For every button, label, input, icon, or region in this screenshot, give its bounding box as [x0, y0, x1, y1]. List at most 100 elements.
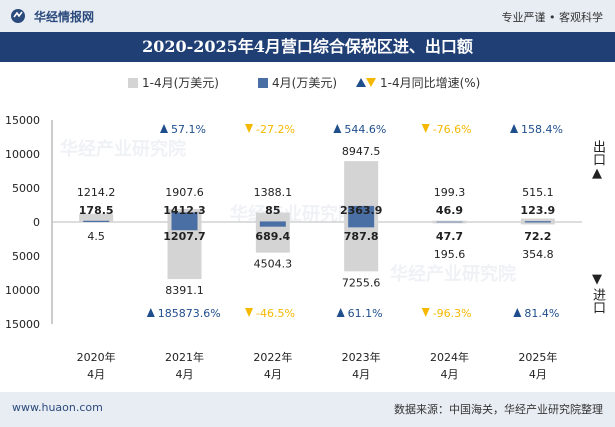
bar-cumulative-import [255, 222, 290, 253]
data-label-monthly-export: 178.5 [79, 204, 114, 217]
legend-label-cumulative: 1-4月(万美元) [142, 76, 219, 90]
yoy-import-triangle-icon [336, 308, 345, 317]
footer-source: 数据来源：中国海关，华经产业研究院整理 [394, 403, 603, 416]
tagline: 专业严谨 • 客观科学 [501, 11, 603, 24]
import-arrow-icon: ▼ [592, 272, 602, 287]
legend-item-yoy: 1-4月同比增速(%) [356, 74, 480, 91]
data-label-monthly-export: 46.9 [436, 204, 463, 217]
chart-title: 2020-2025年4月营口综合保税区进、出口额 [142, 37, 473, 56]
data-label-cumulative-import: 354.8 [522, 248, 554, 261]
legend-up-triangle-icon [356, 78, 366, 87]
data-label-monthly-import: 689.4 [255, 230, 290, 243]
yoy-export-triangle-icon [245, 124, 254, 133]
data-label-monthly-import: 1207.7 [163, 230, 205, 243]
bar-cumulative-export [255, 212, 290, 222]
data-label-monthly-export: 85 [265, 204, 280, 217]
x-tick-label-year: 2025年 [518, 350, 557, 364]
bar-cumulative-export [520, 218, 555, 222]
bar-cumulative-export [432, 220, 467, 222]
y-tick-label: 5000 [12, 182, 40, 195]
bar-cumulative-import [344, 222, 379, 272]
yoy-import-label: 185873.6% [158, 307, 221, 320]
data-label-cumulative-export: 1907.6 [165, 186, 204, 199]
bar-cumulative-export [79, 213, 114, 222]
watermark-3: 华经产业研究院 [390, 264, 516, 285]
footer-band [0, 392, 615, 427]
x-tick-label-month: 4月 [352, 368, 370, 381]
yoy-import-label: -96.3% [433, 307, 472, 320]
x-tick-label-year: 2020年 [77, 350, 116, 364]
export-side-label: 出口 ▲ [589, 140, 605, 182]
import-label-text: 进口 [590, 288, 605, 314]
data-label-cumulative-export: 199.3 [434, 186, 466, 199]
yoy-import-triangle-icon [146, 308, 155, 317]
bar-monthly-import [259, 222, 286, 227]
data-label-monthly-import: 787.8 [344, 230, 379, 243]
data-label-cumulative-export: 1388.1 [254, 186, 293, 199]
bar-monthly-export [83, 220, 110, 222]
bar-cumulative-import [520, 222, 555, 225]
data-label-cumulative-export: 8947.5 [342, 145, 381, 158]
brand-name: 华经情报网 [34, 10, 95, 24]
bar-cumulative-import [432, 222, 467, 224]
footer-website: www.huaon.com [12, 401, 103, 414]
data-label-monthly-export: 2363.9 [340, 204, 382, 217]
data-label-cumulative-export: 515.1 [522, 186, 554, 199]
data-label-cumulative-import: 4.5 [87, 230, 105, 243]
legend-down-triangle-icon [366, 78, 376, 87]
data-label-monthly-import: 47.7 [436, 230, 463, 243]
yoy-export-triangle-icon [510, 124, 519, 133]
x-tick-label-month: 4月 [441, 368, 459, 381]
export-label-text: 出口 [590, 140, 605, 166]
yoy-import-triangle-icon [513, 308, 522, 317]
bar-monthly-export [524, 221, 551, 222]
top-bar: 华经情报网 专业严谨 • 客观科学 [0, 0, 615, 32]
bar-monthly-export [348, 205, 375, 222]
y-tick-label: 15000 [5, 114, 40, 127]
x-tick-label-year: 2021年 [165, 350, 204, 364]
x-tick-label-month: 4月 [529, 368, 547, 381]
watermark-1: 华经产业研究院 [60, 139, 186, 160]
data-label-cumulative-import: 4504.3 [254, 258, 293, 271]
yoy-export-label: 544.6% [344, 123, 386, 136]
title-band: 2020-2025年4月营口综合保税区进、出口额 [0, 32, 615, 62]
legend-item-cumulative: 1-4月(万美元) [128, 74, 219, 91]
bar-cumulative-import [167, 222, 202, 280]
yoy-import-label: 81.4% [524, 307, 559, 320]
yoy-export-triangle-icon [421, 124, 430, 133]
yoy-import-triangle-icon [421, 308, 430, 317]
y-tick-label: 10000 [5, 148, 40, 161]
legend-swatch-monthly [258, 78, 268, 88]
data-label-monthly-export: 1412.3 [163, 204, 205, 217]
y-tick-label: 0 [33, 216, 40, 229]
legend: 1-4月(万美元) 4月(万美元) 1-4月同比增速(%) [0, 74, 615, 92]
yoy-export-label: -76.6% [433, 123, 472, 136]
yoy-export-label: 57.1% [171, 123, 206, 136]
y-tick-label: 15000 [5, 318, 40, 331]
yoy-export-label: -27.2% [256, 123, 295, 136]
x-tick-label-year: 2023年 [342, 350, 381, 364]
legend-item-monthly: 4月(万美元) [258, 74, 337, 91]
data-label-cumulative-import: 195.6 [434, 248, 466, 261]
export-arrow-icon: ▲ [592, 166, 602, 181]
data-label-cumulative-export: 1214.2 [77, 186, 116, 199]
y-tick-label: 5000 [12, 250, 40, 263]
data-label-cumulative-import: 8391.1 [165, 284, 204, 297]
bar-monthly-export [259, 221, 286, 222]
import-side-label: ▼ 进口 [589, 272, 605, 314]
data-label-cumulative-import: 7255.6 [342, 276, 381, 289]
legend-label-monthly: 4月(万美元) [272, 76, 337, 90]
data-label-monthly-export: 123.9 [520, 204, 555, 217]
yoy-export-triangle-icon [333, 124, 342, 133]
x-tick-label-month: 4月 [87, 368, 105, 381]
yoy-export-triangle-icon [160, 124, 168, 133]
x-tick-label-year: 2024年 [430, 350, 469, 364]
x-tick-label-month: 4月 [264, 368, 282, 381]
yoy-import-label: -46.5% [256, 307, 295, 320]
brand-logo-icon [11, 9, 25, 23]
yoy-import-label: 61.1% [348, 307, 383, 320]
yoy-import-triangle-icon [245, 308, 254, 317]
legend-label-yoy: 1-4月同比增速(%) [380, 76, 481, 90]
legend-swatch-cumulative [128, 78, 138, 88]
